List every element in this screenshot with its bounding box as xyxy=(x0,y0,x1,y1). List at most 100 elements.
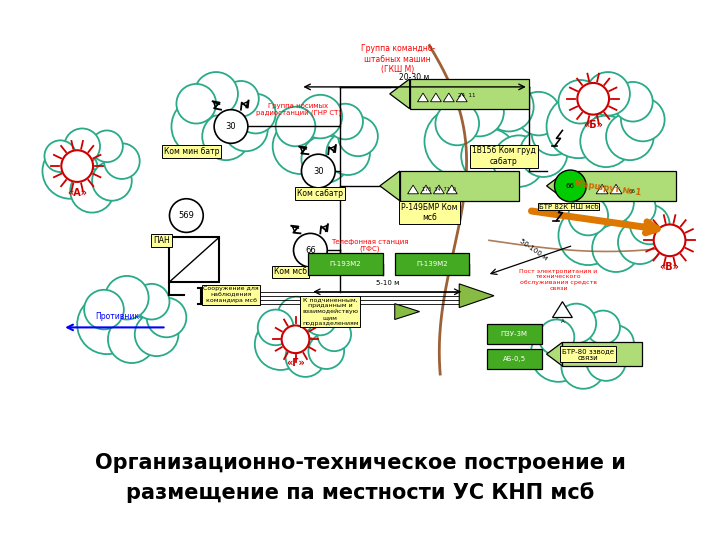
Text: 175  34  71  0: 175 34 71 0 xyxy=(423,187,456,192)
Circle shape xyxy=(134,284,169,320)
Circle shape xyxy=(302,154,336,188)
Circle shape xyxy=(618,220,662,264)
Circle shape xyxy=(255,319,307,370)
FancyBboxPatch shape xyxy=(487,325,541,344)
Circle shape xyxy=(493,136,544,187)
FancyBboxPatch shape xyxy=(410,79,528,109)
Circle shape xyxy=(42,143,98,199)
Text: Сооружение для
наблюдения
командира мсб: Сооружение для наблюдения командира мсб xyxy=(203,286,258,303)
Polygon shape xyxy=(446,185,457,194)
FancyBboxPatch shape xyxy=(487,349,541,369)
Polygon shape xyxy=(456,93,467,102)
Text: «Б»: «Б» xyxy=(583,120,603,131)
Circle shape xyxy=(308,333,344,369)
Text: 30: 30 xyxy=(225,122,236,131)
Circle shape xyxy=(77,295,137,354)
Polygon shape xyxy=(444,93,454,102)
Text: размещение па местности УС КНП мсб: размещение па местности УС КНП мсб xyxy=(126,482,594,503)
Circle shape xyxy=(135,313,179,356)
Text: 1В156 Ком груд
сабатр: 1В156 Ком груд сабатр xyxy=(472,146,536,166)
Circle shape xyxy=(586,72,630,116)
Polygon shape xyxy=(596,184,608,194)
Circle shape xyxy=(214,110,248,143)
Circle shape xyxy=(554,170,586,202)
FancyBboxPatch shape xyxy=(567,171,675,201)
Text: Группа носимых
радиостанций (ГНР СТ): Группа носимых радиостанций (ГНР СТ) xyxy=(256,103,341,117)
Text: ПЗУ-3М: ПЗУ-3М xyxy=(501,332,528,338)
FancyBboxPatch shape xyxy=(169,238,219,282)
Circle shape xyxy=(302,136,349,183)
Circle shape xyxy=(531,112,575,155)
Text: «А»: «А» xyxy=(67,188,87,198)
Polygon shape xyxy=(567,353,576,361)
Circle shape xyxy=(276,107,315,146)
Circle shape xyxy=(531,326,586,382)
Text: Противник: Противник xyxy=(95,313,139,321)
FancyBboxPatch shape xyxy=(562,342,642,366)
Text: 66: 66 xyxy=(566,183,575,189)
Text: 30: 30 xyxy=(313,166,323,176)
Circle shape xyxy=(559,80,602,124)
Circle shape xyxy=(299,95,342,138)
Circle shape xyxy=(436,102,479,145)
Circle shape xyxy=(64,129,100,164)
Polygon shape xyxy=(610,184,622,194)
Circle shape xyxy=(328,104,363,139)
Circle shape xyxy=(92,161,132,201)
Circle shape xyxy=(598,326,634,361)
Polygon shape xyxy=(433,185,444,194)
Text: 66: 66 xyxy=(629,189,635,194)
Circle shape xyxy=(71,169,114,213)
FancyBboxPatch shape xyxy=(308,253,383,275)
Circle shape xyxy=(517,92,560,136)
Circle shape xyxy=(282,326,310,353)
Circle shape xyxy=(559,206,618,265)
Polygon shape xyxy=(418,93,428,102)
Text: Ком сабатр: Ком сабатр xyxy=(297,190,343,198)
Circle shape xyxy=(539,320,575,355)
Polygon shape xyxy=(431,93,441,102)
Polygon shape xyxy=(546,342,562,366)
Circle shape xyxy=(586,310,620,344)
Circle shape xyxy=(577,83,609,114)
Text: БТР 82К НШ мсб: БТР 82К НШ мсб xyxy=(539,204,598,210)
Text: П-193М2: П-193М2 xyxy=(330,261,361,267)
Polygon shape xyxy=(380,171,400,201)
Circle shape xyxy=(223,81,258,117)
Circle shape xyxy=(654,225,685,256)
Polygon shape xyxy=(390,79,410,109)
Circle shape xyxy=(278,296,315,334)
Circle shape xyxy=(606,113,654,160)
FancyBboxPatch shape xyxy=(400,171,519,201)
Circle shape xyxy=(590,181,634,225)
Text: БТР-80 ззводе
связи: БТР-80 ззводе связи xyxy=(562,348,614,361)
Polygon shape xyxy=(395,303,420,320)
Text: «В»: «В» xyxy=(660,262,680,272)
Text: П-139М2: П-139М2 xyxy=(416,261,448,267)
Circle shape xyxy=(286,338,325,377)
Circle shape xyxy=(176,84,216,124)
Text: 24  11: 24 11 xyxy=(459,93,476,98)
Text: 20-30 м: 20-30 м xyxy=(400,73,430,82)
Circle shape xyxy=(273,119,328,174)
Polygon shape xyxy=(546,171,567,201)
Circle shape xyxy=(294,233,328,267)
Circle shape xyxy=(236,94,276,133)
Circle shape xyxy=(562,345,605,389)
Circle shape xyxy=(520,130,567,177)
Text: АБ-0,5: АБ-0,5 xyxy=(503,356,526,362)
Circle shape xyxy=(171,97,231,156)
Circle shape xyxy=(224,107,268,151)
Text: Телефонная станция
(ТФС): Телефонная станция (ТФС) xyxy=(331,239,409,252)
Circle shape xyxy=(454,87,504,137)
Circle shape xyxy=(586,341,626,381)
Polygon shape xyxy=(459,284,494,308)
Circle shape xyxy=(104,143,140,179)
Text: К подчиненным,
приданным и
взаимодействую
щим
подразделениям: К подчиненным, приданным и взаимодейству… xyxy=(302,298,359,326)
Text: Группа командно-
штабных машин
(ГКШ М): Группа командно- штабных машин (ГКШ М) xyxy=(361,44,435,74)
Circle shape xyxy=(613,82,653,122)
Polygon shape xyxy=(552,302,572,318)
FancyBboxPatch shape xyxy=(395,253,469,275)
Circle shape xyxy=(61,150,93,182)
Circle shape xyxy=(202,113,250,160)
